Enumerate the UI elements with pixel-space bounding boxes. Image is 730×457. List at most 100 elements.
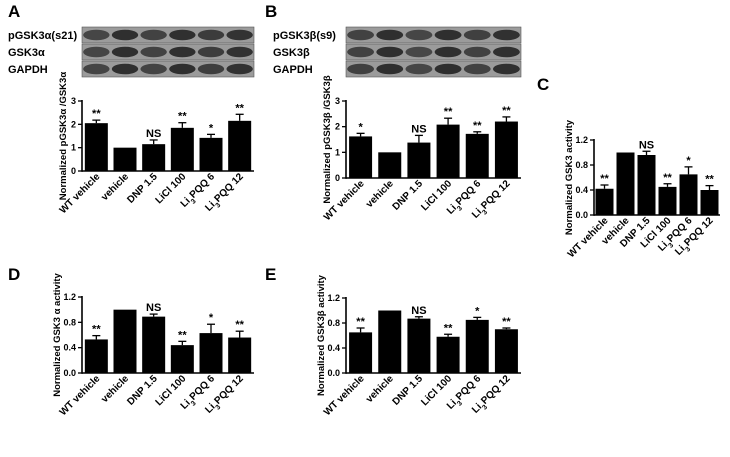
blot-band <box>83 63 110 75</box>
bar <box>84 339 108 373</box>
bar <box>199 333 223 373</box>
category-label: WT vehicle <box>58 373 103 418</box>
blot-label-B-1: GSK3β <box>273 47 310 59</box>
significance-label: * <box>475 305 480 317</box>
significance-label: ** <box>444 322 453 334</box>
blot-label-A-2: GAPDH <box>8 64 48 76</box>
bar <box>679 174 698 215</box>
panel-label-A: A <box>8 2 20 21</box>
bar <box>228 120 252 171</box>
y-axis-label: Normalized GSK3β activity <box>316 274 327 396</box>
significance-label: ** <box>178 111 187 123</box>
blot-band <box>405 46 433 58</box>
y-tick-label: 1 <box>71 143 76 153</box>
significance-label: ** <box>502 105 511 117</box>
y-tick-label: 2 <box>71 119 76 129</box>
bar <box>407 142 431 178</box>
y-tick-label: 0.8 <box>575 160 588 170</box>
significance-label: ** <box>235 319 244 331</box>
y-tick-label: 1.2 <box>575 135 588 145</box>
bar <box>407 318 431 373</box>
blot-strip-B2 <box>345 60 522 78</box>
significance-label: ** <box>444 106 453 118</box>
bar <box>465 133 489 178</box>
blot-band <box>493 29 520 41</box>
bar <box>228 337 252 373</box>
blot-band <box>111 46 139 58</box>
bar <box>494 329 518 373</box>
y-axis-label: Normalized GSK3 activity <box>564 119 575 235</box>
blot-band <box>197 29 225 41</box>
y-tick-label: 1.2 <box>63 292 76 302</box>
blot-label-B-0: pGSK3β(s9) <box>273 30 336 42</box>
blot-band <box>197 46 225 58</box>
blot-band <box>347 63 375 75</box>
blot-band <box>140 63 167 75</box>
bar <box>349 136 373 178</box>
significance-label: ** <box>502 316 511 328</box>
blot-band <box>434 46 462 58</box>
blot-band <box>111 63 139 75</box>
blot-border <box>81 60 255 78</box>
blot-band <box>83 46 110 58</box>
bar <box>142 144 166 171</box>
blot-band <box>140 29 167 41</box>
blot-band <box>463 29 491 41</box>
blot-band <box>405 63 433 75</box>
bar <box>616 152 635 215</box>
y-tick-label: 0.0 <box>63 368 76 378</box>
significance-label: ** <box>600 173 609 185</box>
blot-strip-B1 <box>345 43 522 61</box>
blot-label-A-1: GSK3α <box>8 47 45 59</box>
blot-band <box>405 29 433 41</box>
y-tick-label: 0.4 <box>327 343 340 353</box>
blot-band <box>197 63 225 75</box>
blot-band <box>347 46 375 58</box>
y-tick-label: 0 <box>335 173 340 183</box>
bar <box>113 147 137 171</box>
y-axis-label: Normalized pGSK3α /GSK3α <box>58 72 69 201</box>
y-tick-label: 0.4 <box>575 185 588 195</box>
blot-band <box>463 63 491 75</box>
bar <box>113 309 137 373</box>
y-tick-label: 0.0 <box>575 210 588 220</box>
blot-strip-A0 <box>81 26 255 44</box>
y-tick-label: 0.0 <box>327 368 340 378</box>
blot-border <box>345 43 522 61</box>
significance-label: NS <box>146 302 161 314</box>
significance-label: * <box>686 155 691 167</box>
blot-label-B-2: GAPDH <box>273 64 313 76</box>
blot-band <box>169 29 196 41</box>
blot-band <box>169 63 196 75</box>
y-tick-label: 0.8 <box>327 318 340 328</box>
blot-band <box>226 29 253 41</box>
significance-label: ** <box>356 316 365 328</box>
significance-label: ** <box>473 120 482 132</box>
bar <box>170 127 194 171</box>
y-axis-label: Normalized GSK3 α activity <box>52 272 63 396</box>
bar <box>349 332 373 373</box>
significance-label: * <box>209 122 214 134</box>
blot-border <box>345 26 522 44</box>
bar <box>494 121 518 178</box>
blot-band <box>463 46 491 58</box>
significance-label: NS <box>411 123 426 135</box>
panel-label-E: E <box>265 265 276 284</box>
bar <box>170 345 194 373</box>
blot-band <box>111 29 139 41</box>
y-tick-label: 2 <box>335 122 340 132</box>
bar <box>465 319 489 373</box>
significance-label: * <box>358 121 363 133</box>
blot-band <box>226 46 253 58</box>
panel-label-B: B <box>265 2 277 21</box>
blot-band <box>434 63 462 75</box>
panel-label-D: D <box>8 265 20 284</box>
blot-band <box>140 46 167 58</box>
significance-label: NS <box>146 128 161 140</box>
